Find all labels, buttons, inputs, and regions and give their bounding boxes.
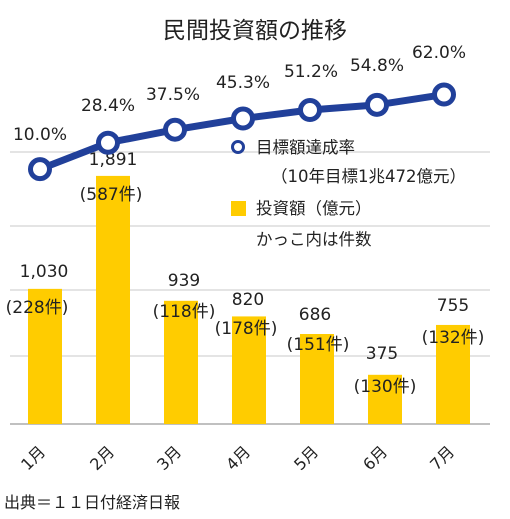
legend-bar-swatch bbox=[231, 201, 246, 216]
bar-3 bbox=[164, 300, 198, 424]
bar-count-label: (130件) bbox=[354, 377, 417, 397]
bar-count-label: (228件) bbox=[6, 298, 69, 318]
bar-value-label: 1,891 bbox=[89, 150, 138, 170]
legend-bar-note: かっこ内は件数 bbox=[256, 230, 372, 249]
bar-value-label: 375 bbox=[366, 344, 398, 364]
bar-count-label: (587件) bbox=[80, 185, 143, 205]
bar-7 bbox=[436, 324, 470, 424]
bar-4 bbox=[232, 316, 266, 424]
x-tick-label: 2月 bbox=[86, 442, 118, 474]
bar-value-label: 686 bbox=[299, 305, 331, 325]
legend-line-label: 目標額達成率 bbox=[256, 138, 355, 157]
line-value-label: 54.8% bbox=[350, 56, 404, 76]
line-value-label: 62.0% bbox=[412, 43, 466, 63]
line-value-label: 37.5% bbox=[146, 85, 200, 105]
chart-title: 民間投資額の推移 bbox=[163, 18, 347, 44]
line-point-6 bbox=[365, 92, 389, 117]
x-tick-label: 4月 bbox=[222, 442, 254, 474]
bar-value-label: 755 bbox=[437, 296, 469, 316]
line-value-label: 10.0% bbox=[13, 125, 67, 145]
bar-count-label: (132件) bbox=[422, 328, 485, 348]
source-note: 出典＝１１日付経済日報 bbox=[4, 493, 180, 512]
bar-1 bbox=[28, 288, 62, 424]
line-point-3 bbox=[163, 117, 187, 142]
bar-5 bbox=[300, 333, 334, 424]
legend-bar-label: 投資額（億元） bbox=[256, 199, 372, 218]
x-tick-label: 1月 bbox=[17, 442, 49, 474]
line-point-7 bbox=[432, 82, 456, 107]
line-value-label: 45.3% bbox=[216, 73, 270, 93]
line-point-5 bbox=[298, 98, 322, 123]
line-point-2 bbox=[96, 130, 120, 155]
line-value-label: 28.4% bbox=[81, 96, 135, 116]
bar-value-label: 820 bbox=[232, 290, 264, 310]
bar-6 bbox=[368, 374, 402, 424]
legend-line-note: （10年目標1兆472億元） bbox=[271, 167, 466, 186]
line-point-1 bbox=[28, 157, 52, 182]
x-tick-label: 5月 bbox=[290, 442, 322, 474]
line-point-4 bbox=[231, 106, 255, 131]
bar-value-label: 1,030 bbox=[20, 262, 69, 282]
legend-line-marker bbox=[231, 140, 245, 154]
bar-count-label: (118件) bbox=[153, 302, 216, 322]
bar-value-label: 939 bbox=[168, 271, 200, 291]
bar-count-label: (151件) bbox=[287, 335, 350, 355]
x-tick-label: 6月 bbox=[359, 442, 391, 474]
bar-2 bbox=[96, 175, 130, 424]
line-value-label: 51.2% bbox=[284, 62, 338, 82]
bar-count-label: (178件) bbox=[215, 319, 278, 339]
x-tick-label: 7月 bbox=[426, 442, 458, 474]
x-tick-label: 3月 bbox=[153, 442, 185, 474]
